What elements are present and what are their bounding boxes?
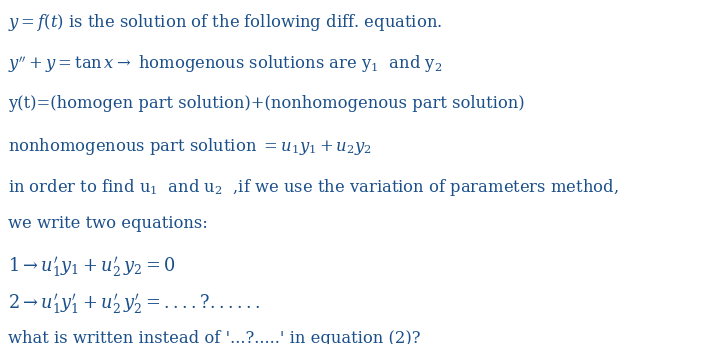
Text: we write two equations:: we write two equations: [8,215,208,232]
Text: y(t)=(homogen part solution)+(nonhomogenous part solution): y(t)=(homogen part solution)+(nonhomogen… [8,95,525,111]
Text: in order to find $\mathrm{u}_1$  and $\mathrm{u}_2$  ,if we use the variation of: in order to find $\mathrm{u}_1$ and $\ma… [8,177,619,198]
Text: what is written instead of '...?.....' in equation (2)?: what is written instead of '...?.....' i… [8,330,421,344]
Text: $y'' + y = \mathrm{tan}\, x \rightarrow$ homogenous solutions are $\mathrm{y}_1$: $y'' + y = \mathrm{tan}\, x \rightarrow$… [8,53,443,75]
Text: $2 \rightarrow u_1'y_1' + u_2'\,y_2' = ....?......$: $2 \rightarrow u_1'y_1' + u_2'\,y_2' = .… [8,293,260,317]
Text: $y = f(t)$ is the solution of the following diff. equation.: $y = f(t)$ is the solution of the follow… [8,12,443,33]
Text: $1 \rightarrow u_1'y_1 + u_2'\,y_2 = 0$: $1 \rightarrow u_1'y_1 + u_2'\,y_2 = 0$ [8,256,176,280]
Text: nonhomogenous part solution $= u_1 y_1 + u_2 y_2$: nonhomogenous part solution $= u_1 y_1 +… [8,136,372,157]
